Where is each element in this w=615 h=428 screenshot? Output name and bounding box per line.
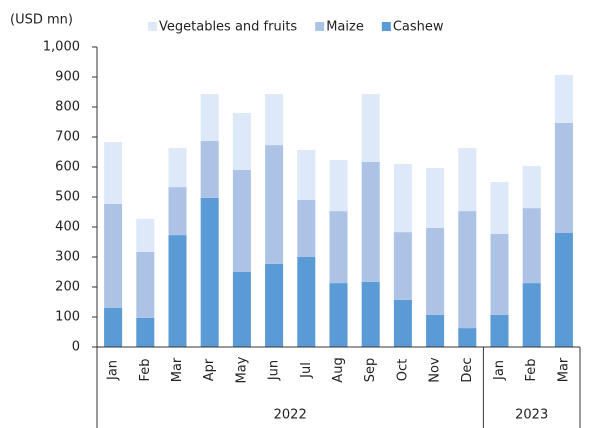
y-tick-label: 500 — [55, 190, 80, 205]
x-tick-label: Apr — [202, 358, 217, 381]
bar-segment — [426, 227, 445, 315]
y-tick-label: 300 — [55, 250, 80, 265]
bar-segment — [232, 272, 251, 347]
bar-segment — [426, 167, 445, 228]
y-tick-label: 100 — [55, 310, 80, 325]
bar-segment — [361, 281, 380, 347]
x-tick-label: Jan — [106, 360, 121, 381]
y-tick-label: 200 — [55, 280, 80, 295]
x-tick-label: Jun — [267, 360, 282, 381]
bar-segment — [554, 122, 573, 233]
y-tick-label: 600 — [55, 160, 80, 175]
bar-segment — [200, 140, 219, 198]
bar-segment — [297, 200, 316, 257]
bar-segment — [232, 113, 251, 170]
group-label: 2023 — [515, 408, 548, 423]
bar-segment — [554, 74, 573, 123]
bar-segment — [168, 148, 187, 188]
legend-swatch — [381, 22, 391, 31]
x-tick-label: Jan — [492, 360, 507, 381]
bar-segment — [265, 94, 284, 146]
bar-segment — [361, 94, 380, 162]
bar-segment — [104, 203, 123, 308]
bar-segment — [522, 283, 541, 347]
y-tick-label: 900 — [55, 70, 80, 85]
bar-segment — [554, 233, 573, 347]
bar-segment — [104, 308, 123, 347]
bar-segment — [426, 314, 445, 347]
bar-segment — [522, 166, 541, 209]
x-tick-label: Oct — [395, 359, 410, 381]
bar-segment — [393, 232, 412, 300]
y-tick-label: 700 — [55, 130, 80, 145]
bar-segment — [297, 149, 316, 200]
x-tick-label: Feb — [138, 358, 153, 381]
x-tick-label: Aug — [331, 357, 346, 382]
y-tick-label: 800 — [55, 100, 80, 115]
bar-segment — [297, 257, 316, 347]
bar-segment — [458, 148, 477, 212]
y-tick-label: 1,000 — [43, 40, 80, 55]
bar-segment — [168, 235, 187, 347]
unit-label: (USD mn) — [10, 13, 73, 28]
bar-segment — [136, 251, 155, 318]
bar-segment — [200, 197, 219, 347]
y-tick-label: 400 — [55, 220, 80, 235]
bar-segment — [393, 164, 412, 233]
y-tick-label: 0 — [72, 340, 80, 355]
bar-segment — [361, 161, 380, 282]
legend-label: Maize — [326, 20, 364, 35]
x-tick-label: Mar — [170, 357, 185, 382]
x-tick-label: Nov — [428, 357, 443, 383]
bar-segment — [490, 233, 509, 315]
x-tick-label: Jul — [299, 362, 314, 379]
bar-segment — [490, 314, 509, 347]
bar-segment — [168, 187, 187, 236]
bar-segment — [265, 263, 284, 347]
bar-segment — [490, 182, 509, 234]
x-tick-label: Dec — [460, 357, 475, 382]
legend-swatch — [148, 22, 157, 31]
bar-segment — [329, 160, 348, 212]
bar-segment — [200, 94, 219, 141]
bar-segment — [458, 211, 477, 329]
bar-segment — [458, 328, 477, 347]
bar-segment — [104, 142, 123, 204]
bar-segment — [393, 299, 412, 347]
bar-segment — [136, 218, 155, 252]
bar-segment — [265, 145, 284, 264]
bar-segment — [329, 283, 348, 347]
legend-label: Vegetables and fruits — [159, 20, 297, 35]
bar-segment — [136, 317, 155, 347]
bar-segment — [232, 170, 251, 272]
legend-swatch — [315, 22, 325, 31]
x-tick-label: Sep — [363, 358, 378, 383]
group-label: 2022 — [274, 408, 307, 423]
x-tick-label: May — [234, 356, 249, 383]
x-tick-label: Mar — [556, 357, 571, 382]
x-tick-label: Feb — [524, 358, 539, 381]
bar-segment — [329, 211, 348, 284]
legend-label: Cashew — [393, 20, 444, 35]
bar-segment — [522, 208, 541, 284]
